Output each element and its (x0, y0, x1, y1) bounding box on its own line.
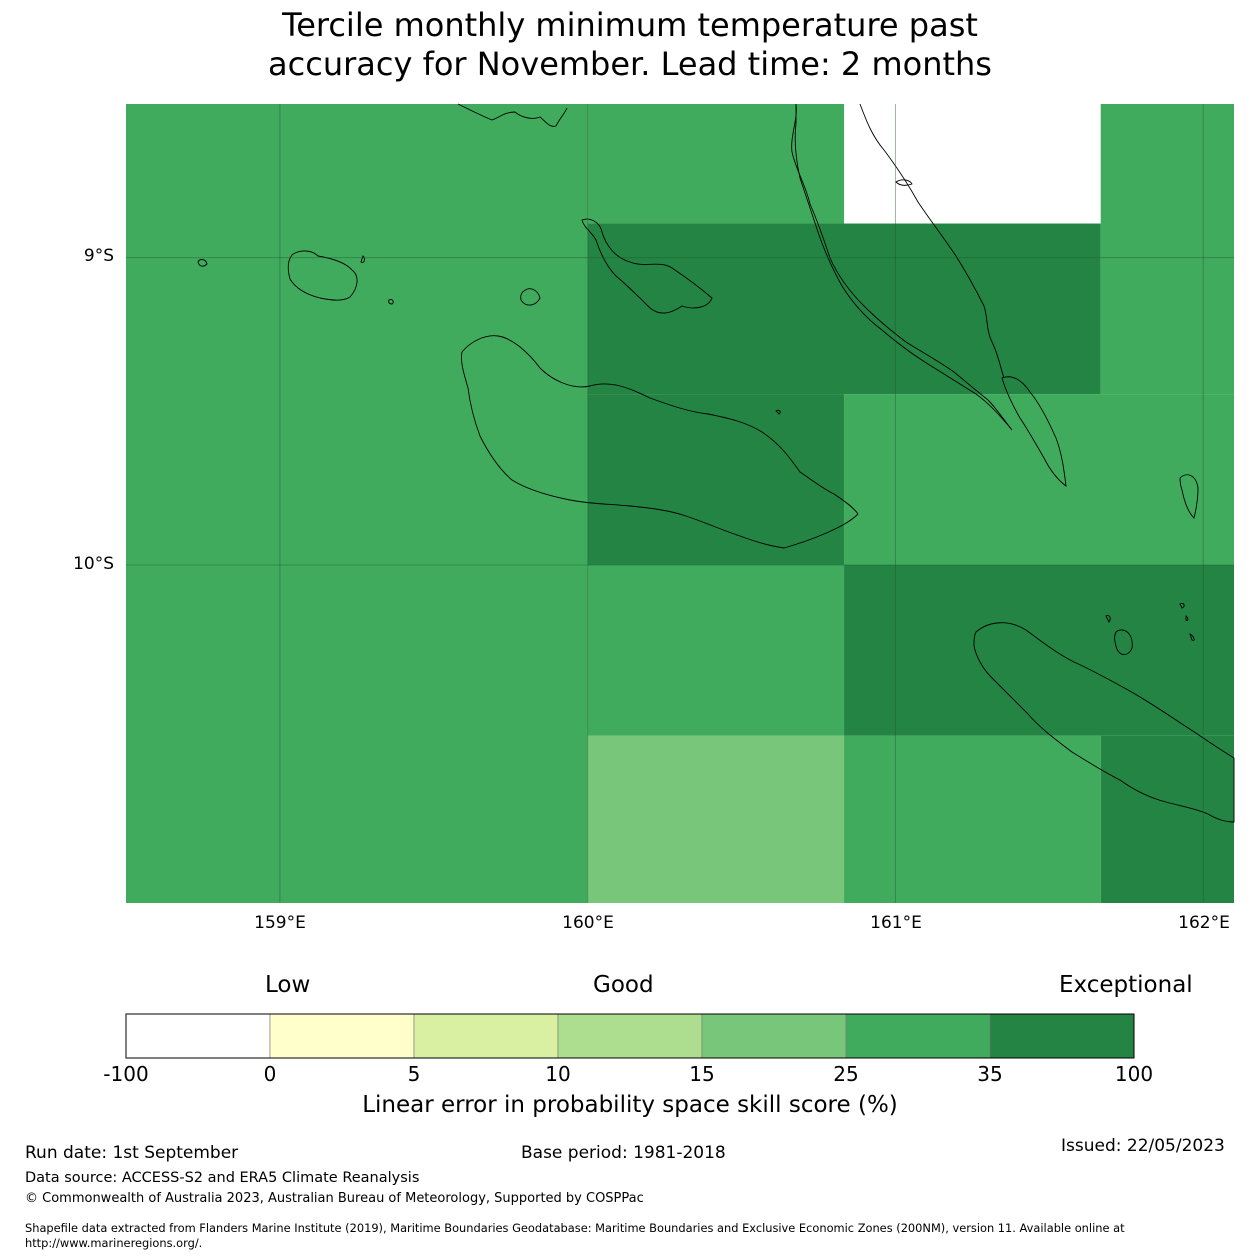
shapefile-credit-line-1: Shapefile data extracted from Flanders M… (25, 1221, 1125, 1235)
title-line-1: Tercile monthly minimum temperature past (282, 6, 978, 44)
coastline-islet-f (1179, 603, 1185, 609)
skill-cell (587, 104, 845, 224)
colorbar-segment (989, 1013, 1135, 1059)
lon-label-161e: 161°E (870, 913, 922, 933)
data-source: Data source: ACCESS-S2 and ERA5 Climate … (25, 1170, 420, 1186)
skill-cell (1100, 104, 1234, 395)
colorbar-segment (845, 1013, 991, 1059)
coastline-makira (973, 622, 1235, 823)
skill-cell (587, 735, 845, 903)
coastline-islet-h (1189, 633, 1195, 641)
coastline-malaita-east (859, 103, 1005, 379)
coastline-north-islands (457, 103, 568, 127)
skill-cell (844, 564, 1234, 736)
title-line-2: accuracy for November. Lead time: 2 mont… (268, 45, 992, 83)
coastline-guadalcanal (461, 335, 859, 549)
coastline-islet-e (1105, 615, 1111, 623)
lon-label-159e: 159°E (254, 913, 306, 933)
coastline-florida-islands (581, 218, 713, 314)
colorbar-segment (269, 1013, 415, 1059)
coastline-small-malaita (1001, 376, 1067, 487)
colorbar-frame (125, 1013, 1135, 1059)
run-date: Run date: 1st September (25, 1143, 239, 1163)
lat-label-10s: 10°S (73, 554, 114, 574)
lon-label-160e: 160°E (562, 913, 614, 933)
base-period: Base period: 1981-2018 (521, 1143, 726, 1163)
colorbar-segment (557, 1013, 703, 1059)
coastline-ulawa (1114, 629, 1133, 655)
colorbar-tick-label: 25 (833, 1062, 859, 1086)
colorbar-segment (701, 1013, 847, 1059)
skill-cell (1100, 735, 1234, 903)
coastline-islet-d (895, 179, 913, 186)
colorbar-segment (125, 1013, 271, 1059)
coastline-malaita-north (791, 103, 1013, 431)
graticule (126, 104, 1234, 903)
colorbar (125, 1013, 1135, 1059)
skill-cell (126, 104, 588, 903)
colorbar-label: Linear error in probability space skill … (362, 1092, 898, 1118)
coastlines (197, 103, 1235, 823)
colorbar-tick-label: 10 (545, 1062, 571, 1086)
skill-cell (587, 564, 845, 736)
shapefile-credit-line-2: http://www.marineregions.org/. (25, 1236, 203, 1250)
colorbar-descriptor-exceptional: Exceptional (1059, 972, 1193, 998)
coastline-islet-a (360, 255, 365, 263)
coastline-island-west-small (197, 259, 208, 267)
colorbar-tick-label: 0 (263, 1062, 277, 1086)
chart-title: Tercile monthly minimum temperature past… (0, 6, 1260, 84)
skill-cell (587, 223, 1101, 395)
coastline-islet-g (1185, 615, 1189, 621)
colorbar-tick-label: 15 (689, 1062, 715, 1086)
colorbar-tick-label: 5 (407, 1062, 421, 1086)
lat-label-9s: 9°S (83, 246, 114, 266)
skill-cell (844, 735, 1101, 903)
colorbar-descriptor-low: Low (265, 972, 311, 998)
colorbar-tick-label: -100 (103, 1062, 149, 1086)
coastline-islet-b (388, 299, 394, 305)
issued-date: Issued: 22/05/2023 (1061, 1136, 1225, 1156)
lon-label-162e: 162°E (1178, 913, 1230, 933)
colorbar-descriptor-good: Good (593, 972, 654, 998)
skill-grid (126, 104, 1234, 903)
coastline-island-east (1179, 474, 1199, 519)
coastline-islet-c (775, 409, 781, 415)
skill-cell (587, 394, 845, 565)
skill-cell (844, 394, 1234, 565)
colorbar-tick-label: 35 (977, 1062, 1003, 1086)
colorbar-tick-label: 100 (1114, 1062, 1154, 1086)
coastline-savo (520, 288, 541, 306)
coastline-nggela-west (287, 250, 358, 301)
copyright: © Commonwealth of Australia 2023, Austra… (25, 1191, 644, 1206)
colorbar-segment (413, 1013, 559, 1059)
